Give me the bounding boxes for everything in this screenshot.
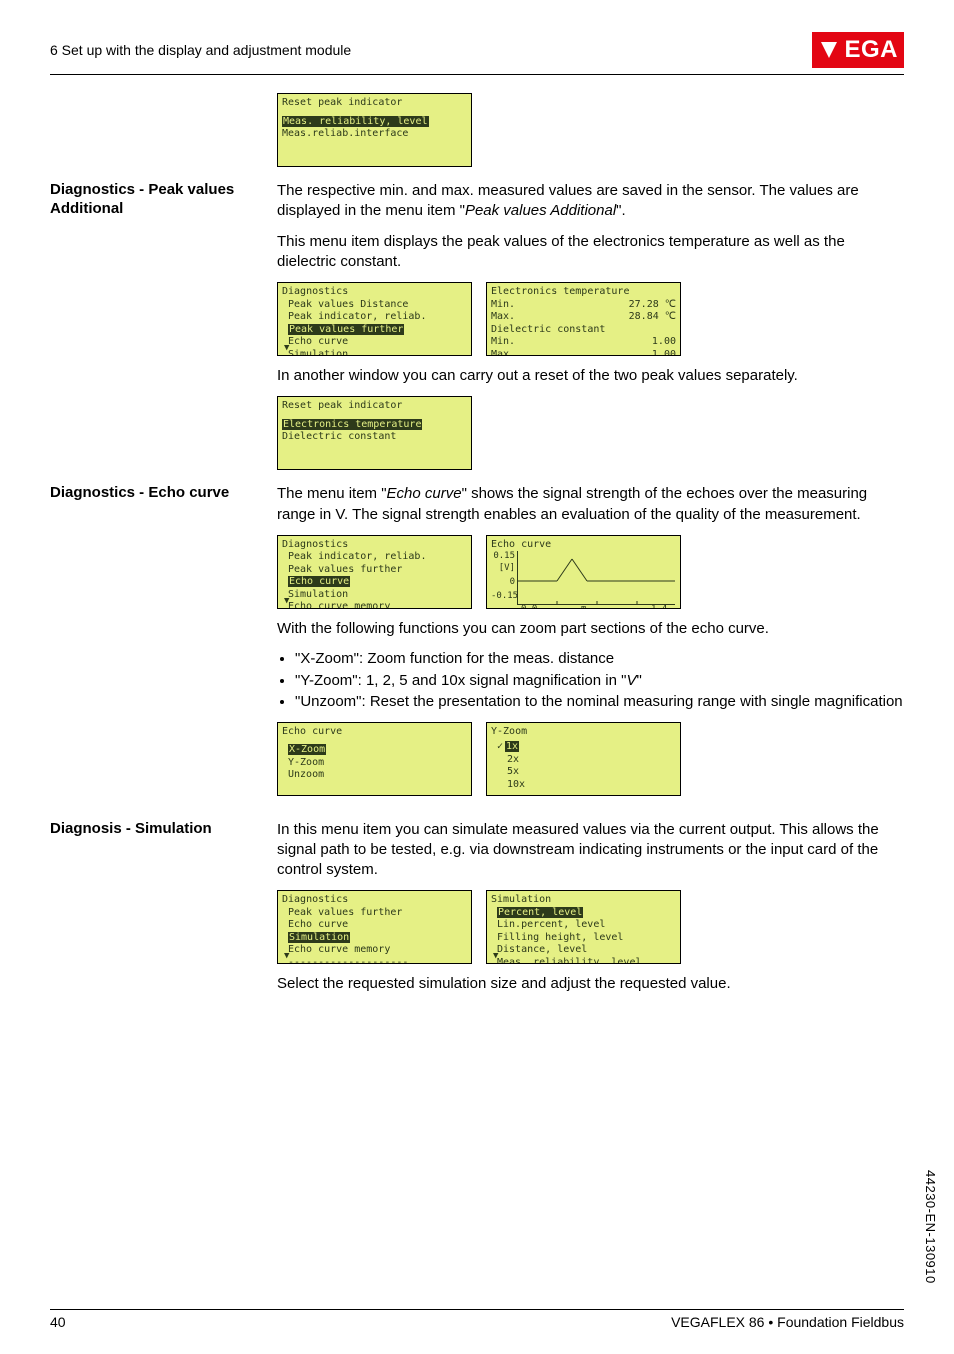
doc-number-side: 44230-EN-130910 [923, 1170, 938, 1284]
lcd-diagnostics-2: Diagnostics Peak indicator, reliab. Peak… [277, 535, 472, 609]
heading-peak-values-additional: Diagnostics - Peak values Additional [50, 181, 265, 470]
para-zoom-desc: With the following functions you can zoo… [277, 619, 904, 639]
para-peak-desc: This menu item displays the peak values … [277, 232, 904, 273]
heading-echo-curve: Diagnostics - Echo curve [50, 484, 265, 805]
lcd-diagnostics-3: Diagnostics Peak values further Echo cur… [277, 890, 472, 964]
vega-logo: EGA [812, 32, 904, 68]
page-number: 40 [50, 1314, 66, 1330]
para-peak-intro: The respective min. and max. measured va… [277, 181, 904, 222]
lcd-reset-peak-1: Reset peak indicator Meas. reliability, … [277, 93, 472, 167]
lcd-echo-zoom-right: Y-Zoom 1x 2x 5x 10x [486, 722, 681, 796]
page-header-title: 6 Set up with the display and adjustment… [50, 42, 351, 58]
lcd-reset-peak-2: Reset peak indicator Electronics tempera… [277, 396, 472, 470]
lcd-simulation-menu: Simulation Percent, level Lin.percent, l… [486, 890, 681, 964]
lcd-echo-chart: Echo curve 0.15 [V] 0 -0.15 0.0 m 1.4 [486, 535, 681, 609]
para-reset-desc: In another window you can carry out a re… [277, 366, 904, 386]
para-sim-select: Select the requested simulation size and… [277, 974, 904, 994]
heading-simulation: Diagnosis - Simulation [50, 820, 265, 1005]
lcd-electronics-temp: Electronics temperature Min.27.28 ℃ Max.… [486, 282, 681, 356]
para-sim-intro: In this menu item you can simulate measu… [277, 820, 904, 881]
lcd-echo-zoom-left: Echo curve X-Zoom Y-Zoom Unzoom [277, 722, 472, 796]
lcd-diagnostics-1: Diagnostics Peak values Distance Peak in… [277, 282, 472, 356]
zoom-bullets: "X-Zoom": Zoom function for the meas. di… [277, 649, 904, 712]
para-echo-intro: The menu item "Echo curve" shows the sig… [277, 484, 904, 525]
product-name-footer: VEGAFLEX 86 • Foundation Fieldbus [671, 1314, 904, 1330]
